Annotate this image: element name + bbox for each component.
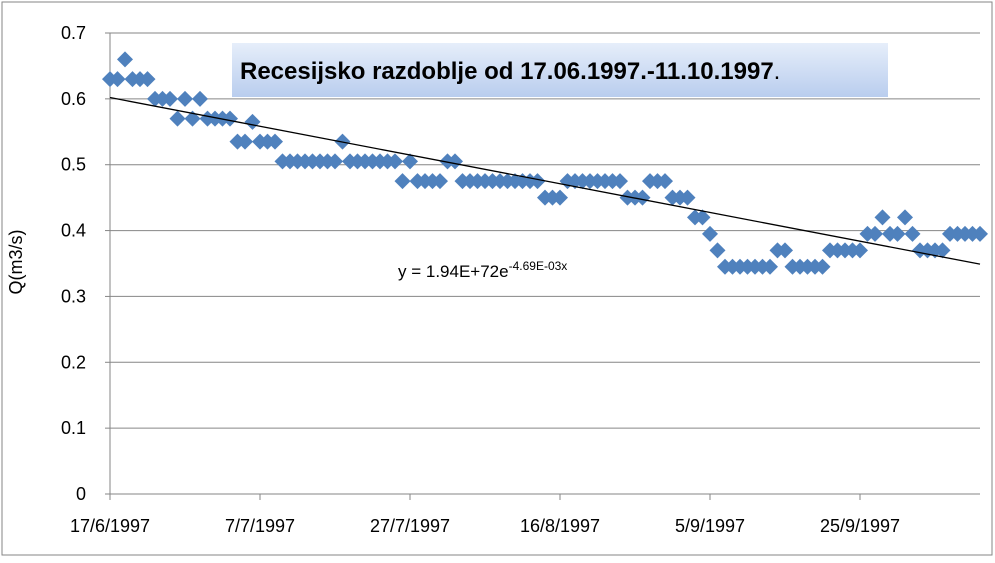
chart-title: Recesijsko razdoblje od 17.06.1997.-11.1… xyxy=(240,58,780,85)
data-point xyxy=(852,242,868,259)
data-point xyxy=(934,242,951,259)
data-point xyxy=(702,225,718,242)
data-point xyxy=(679,189,696,206)
marks xyxy=(102,51,988,275)
y-tick-label: 0.5 xyxy=(61,155,86,175)
data-point xyxy=(177,90,193,107)
title-text: Recesijsko razdoblje od 17.06.1997.-11.1… xyxy=(240,58,774,85)
data-point xyxy=(874,209,891,226)
data-point xyxy=(267,133,283,150)
data-point xyxy=(447,153,463,170)
data-point xyxy=(552,189,568,206)
data-point xyxy=(657,173,673,190)
y-axis-label: Q(m3/s) xyxy=(6,230,26,295)
data-point xyxy=(634,189,651,206)
x-tick-label: 5/9/1997 xyxy=(675,516,745,536)
data-point xyxy=(867,225,883,242)
equation-text: y = 1.94E+72e xyxy=(398,262,509,281)
data-point xyxy=(972,225,988,242)
data-point xyxy=(327,153,343,170)
data-point xyxy=(904,225,921,242)
data-point xyxy=(162,90,178,107)
data-point xyxy=(237,133,253,150)
y-tick-label: 0.1 xyxy=(61,418,86,438)
data-point xyxy=(169,110,186,127)
data-point xyxy=(709,242,726,259)
x-tick-label: 16/8/1997 xyxy=(520,516,600,536)
data-point xyxy=(432,173,448,190)
data-point xyxy=(139,71,156,88)
data-point xyxy=(612,173,628,190)
data-point xyxy=(394,173,411,190)
trendline xyxy=(109,96,981,265)
data-point xyxy=(244,113,261,130)
data-point xyxy=(762,258,778,275)
x-tick-label: 7/7/1997 xyxy=(225,516,295,536)
y-tick-label: 0 xyxy=(76,484,86,504)
y-tick-label: 0.3 xyxy=(61,286,86,306)
data-point xyxy=(387,153,403,170)
data-point xyxy=(529,173,546,190)
data-point xyxy=(222,110,238,127)
y-tick-label: 0.4 xyxy=(61,221,86,241)
data-point xyxy=(117,51,133,68)
data-point xyxy=(897,209,913,226)
x-tick-label: 27/7/1997 xyxy=(370,516,450,536)
data-point xyxy=(777,242,793,259)
data-point xyxy=(402,153,418,170)
data-point xyxy=(192,90,208,107)
y-tick-label: 0.7 xyxy=(61,23,86,43)
title-end: . xyxy=(774,58,781,85)
data-point xyxy=(694,209,711,226)
x-tick-label: 25/9/1997 xyxy=(820,516,900,536)
data-point xyxy=(109,71,126,88)
equation-exponent: -4.69E-03x xyxy=(509,259,568,273)
title-box xyxy=(232,43,888,97)
trend-equation: y = 1.94E+72e-4.69E-03x xyxy=(398,259,567,281)
y-tick-label: 0.6 xyxy=(61,89,86,109)
y-tick-label: 0.2 xyxy=(61,352,86,372)
data-point xyxy=(814,258,831,275)
grid xyxy=(105,32,980,500)
data-point xyxy=(889,225,906,242)
x-tick-label: 17/6/1997 xyxy=(70,516,150,536)
